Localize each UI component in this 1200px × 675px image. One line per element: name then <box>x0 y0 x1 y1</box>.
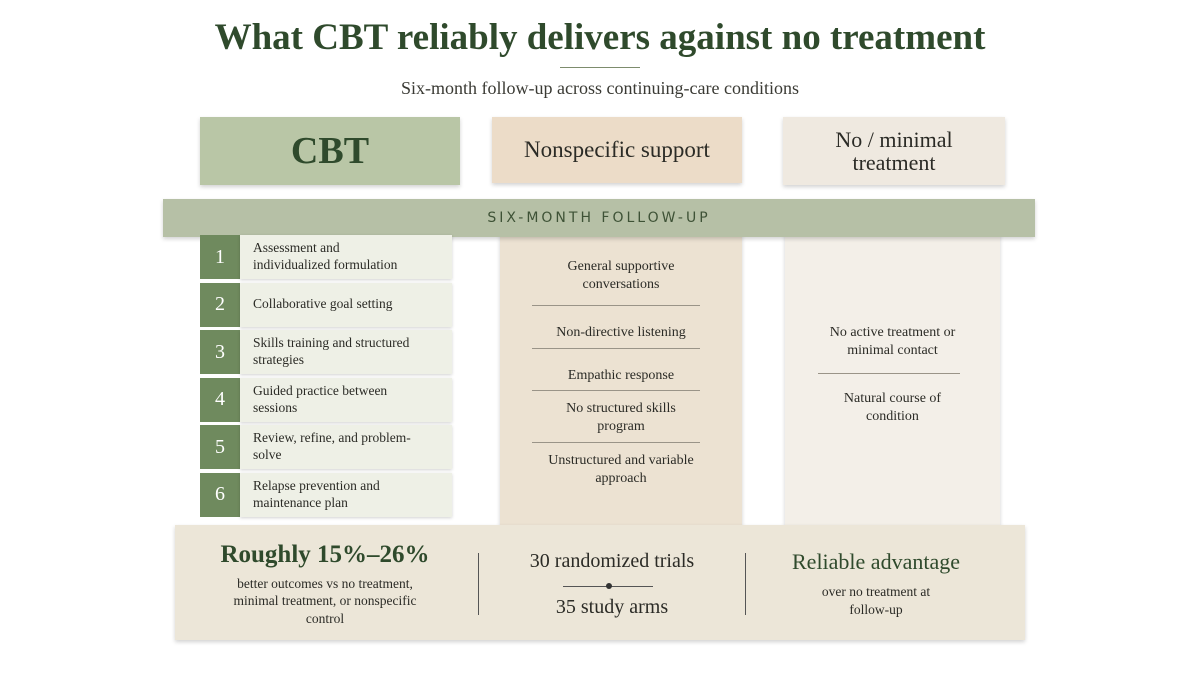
nonspecific-item: Unstructured and variable approach <box>548 452 694 486</box>
advantage-headline: Reliable advantage <box>792 549 960 574</box>
nonspecific-item: Empathic response <box>567 367 675 383</box>
cbt-header: CBT <box>200 117 460 185</box>
nonspecific-item: Non-directive listening <box>556 324 686 340</box>
nonspecific-header: Nonspecific support <box>492 117 742 183</box>
divider <box>818 373 960 374</box>
divider <box>532 442 700 443</box>
nonspecific-body <box>500 230 742 527</box>
divider <box>532 305 700 306</box>
nonspecific-item: General supportive conversations <box>567 258 675 292</box>
step-text: Collaborative goal setting <box>240 282 452 327</box>
title-rule <box>560 67 640 68</box>
step-number: 2 <box>200 282 240 327</box>
divider <box>745 553 746 615</box>
minimal-item: No active treatment or minimal contact <box>829 324 956 358</box>
step-text: Skills training and structured strategie… <box>240 330 452 374</box>
dot <box>606 583 612 589</box>
footer: Roughly 15%–26% better outcomes vs no tr… <box>175 525 1025 640</box>
arms: 35 study arms <box>555 595 669 618</box>
minimal-item: Natural course of condition <box>843 390 942 424</box>
title: What CBT reliably delivers against no tr… <box>214 16 986 58</box>
effect-text: better outcomes vs no treatment, minimal… <box>233 575 417 626</box>
minimal-body <box>785 230 1000 527</box>
step-number: 1 <box>200 235 240 279</box>
divider <box>478 553 479 615</box>
minimal-header: No / minimal treatment <box>783 117 1005 185</box>
follow-up-band: SIX-MONTH FOLLOW-UP <box>163 199 1035 237</box>
trials: 30 randomized trials <box>529 549 695 572</box>
subtitle: Six-month follow-up across continuing-ca… <box>401 77 799 98</box>
step-text: Relapse prevention and maintenance plan <box>240 472 452 517</box>
advantage-text: over no treatment at follow-up <box>821 584 931 617</box>
step-number: 5 <box>200 425 240 469</box>
step-number: 6 <box>200 472 240 517</box>
step-number: 4 <box>200 377 240 422</box>
step-number: 3 <box>200 330 240 374</box>
step-text: Review, refine, and problem-solve <box>240 425 452 469</box>
nonspecific-item: No structured skills program <box>566 400 676 434</box>
step-text: Assessment and individualized formulatio… <box>240 235 452 279</box>
divider <box>532 390 700 391</box>
effect-headline: Roughly 15%–26% <box>220 541 430 568</box>
step-text: Guided practice between sessions <box>240 377 452 422</box>
divider <box>532 348 700 349</box>
